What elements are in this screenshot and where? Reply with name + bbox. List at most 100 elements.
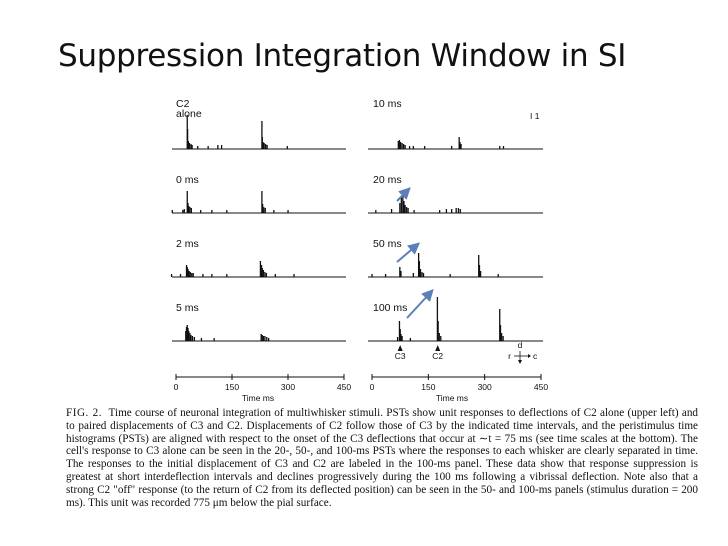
psth-bar [412,273,415,277]
direction-label-d: d [518,340,523,350]
psth-bar [190,144,192,149]
psth-bar [390,209,393,213]
psth-bar [408,146,411,149]
right-psth-column: 10 ms 20 ms 50 ms 100 ms 0 150 300 450 Time ms C3… [368,98,548,403]
psth-bar [286,146,288,149]
psth-bar [262,142,264,149]
psth-bar [455,208,457,213]
psth-bar [402,144,405,149]
psth-bar [266,145,268,149]
psth-bar [384,274,387,277]
scale-bar-glyph: I 1 [530,111,540,121]
panel-label-line: alone [176,108,202,120]
psth-bar [264,208,266,213]
psth-bar [264,336,266,341]
psth-bar [187,203,189,213]
axis-tick-label: 0 [370,382,375,392]
psth-bar [200,338,203,341]
direction-label-c: c [533,351,538,361]
stimulus-marker-icon [435,345,441,351]
direction-label-r: r [508,351,511,361]
right-panel-1: 10 ms [368,98,543,150]
psth-bar [440,336,442,341]
psth-bar [260,265,263,277]
left-psth-column: C2 alone 0 ms 2 ms 5 ms 0 150 300 450 Time ms [170,98,351,403]
right-time-axis: 0 150 300 450 Time ms [370,374,548,403]
psth-bar [202,274,204,277]
psth-bar [263,207,265,213]
annotation-arrow [406,289,434,319]
axis-tick-label: 300 [281,382,295,392]
psth-bar [436,297,439,341]
axis-tick-label: 150 [225,382,239,392]
psth-bar [499,309,501,341]
psth-bar [185,331,187,341]
psth-bar [171,210,173,213]
slide-title: Suppression Integration Window in SI [58,38,627,74]
left-panel-1: C2 alone [172,98,346,150]
axis-tick-label: 450 [337,382,351,392]
psth-bar [182,210,184,213]
psth-bar [185,265,188,277]
panel-label-line: 10 ms [373,98,402,110]
psth-bar [478,265,481,277]
psth-bar [413,210,415,213]
psth-bar [400,334,402,341]
psth-bar [211,274,213,277]
annotation-arrow [396,187,411,202]
psth-bar [179,274,182,277]
panel-label-line: 0 ms [176,174,199,186]
psth-bar [200,210,202,213]
panel-label-line: 100 ms [373,302,407,314]
panel-label-line: C2 [176,98,190,110]
psth-bar [188,331,190,341]
psth-bar [189,207,191,213]
psth-bar [403,201,405,213]
psth-bar [398,140,401,149]
psth-bar [226,274,228,277]
psth-bar [400,197,402,213]
axis-tick-label: 300 [478,382,492,392]
psth-bar [193,337,195,341]
psth-bar [478,255,480,277]
psth-bar [499,325,502,341]
panel-label: 2 ms [176,238,199,250]
psth-bar [399,142,402,149]
psth-bar [460,144,462,149]
psth-bar [502,336,504,341]
psth-bar [399,329,401,341]
psth-bar [188,143,191,149]
psth-bar [371,274,373,277]
panel-label: 20 ms [373,174,402,186]
psth-bar [259,261,262,277]
arrow-down-icon [518,360,522,364]
psth-bar [267,338,270,341]
x-axis-label: Time ms [436,393,468,403]
psth-bar [211,210,213,213]
psth-bar [404,145,406,149]
psth-bar [226,210,228,213]
left-time-axis: 0 150 300 450 Time ms [174,374,351,403]
panel-label-line: 50 ms [373,238,402,250]
psth-bar [191,336,194,341]
psth-bar [497,274,499,277]
psth-bar [458,137,460,149]
psth-bar [479,271,482,277]
psth-bar [407,208,409,213]
psth-bar [439,210,441,213]
psth-bar [217,145,219,149]
psth-bar [274,274,277,277]
psth-bar [190,335,192,341]
psth-bar [401,336,403,341]
psth-bar [187,141,190,149]
stimulus-marker-label: C3 [395,351,406,361]
axis-tick-label: 150 [421,382,435,392]
psth-bar [404,205,406,213]
right-panel-2: 20 ms [368,174,543,214]
psth-bar [260,334,262,341]
psth-bar [266,337,268,341]
psth-bar [265,273,268,277]
psth-bar [220,145,223,149]
psth-bar [187,269,189,277]
